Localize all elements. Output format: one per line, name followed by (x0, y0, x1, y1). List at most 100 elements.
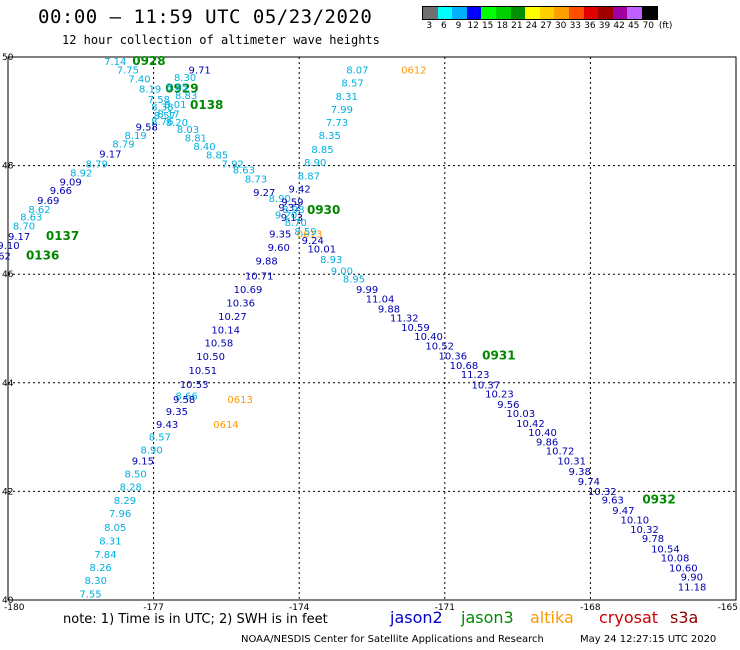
wave-height-label: 8.30 (174, 73, 196, 84)
wave-height-label: 8.57 (341, 79, 363, 90)
wave-height-label: 9.17 (8, 232, 30, 243)
wave-height-label: 7.99 (331, 105, 353, 116)
x-tick-label: -177 (143, 603, 163, 613)
satellite-legend-cryosat: cryosat (599, 608, 659, 627)
color-legend-tick: 6 (441, 21, 447, 31)
wave-height-label: 9.60 (268, 243, 290, 254)
wave-height-label: 8.85 (206, 151, 228, 162)
color-swatch (495, 7, 511, 19)
plot-frame (7, 56, 737, 601)
wave-height-label: 9.71 (189, 65, 211, 76)
color-swatch (583, 7, 599, 19)
wave-height-label: 9.17 (99, 150, 121, 161)
timestamp: May 24 12:27:15 UTC 2020 (580, 634, 717, 645)
wave-height-label: 10.58 (205, 339, 234, 350)
wave-height-label: 10.54 (651, 544, 680, 555)
wave-height-label: 8.30 (85, 576, 107, 587)
wave-height-label: 10.59 (401, 323, 430, 334)
color-swatch (568, 7, 584, 19)
y-tick-label: 40 (2, 596, 14, 606)
color-swatch (641, 7, 657, 19)
color-legend-tick: 18 (496, 21, 509, 31)
pass-time-label: 0929 (165, 81, 198, 95)
wave-height-label: 9.69 (37, 196, 59, 207)
wave-height-label: 10.14 (211, 326, 240, 337)
y-tick-label: 50 (2, 53, 14, 63)
wave-height-label: 8.57 (154, 111, 176, 122)
y-tick-label: 42 (2, 487, 13, 497)
color-swatch (510, 7, 526, 19)
color-legend-tick: 33 (569, 21, 582, 31)
color-legend-tick: 27 (540, 21, 552, 31)
wave-height-label: 7.92 (222, 159, 244, 170)
color-swatch (627, 7, 642, 19)
color-legend-ticks: 3 6 9 12 15 18 21 24 27 30 33 36 39 42 45 70 (ft) (422, 20, 672, 34)
satellite-legend-altika: altika (530, 608, 574, 627)
wave-height-label: 7.96 (109, 509, 131, 520)
wave-height-label: 10.40 (414, 332, 443, 343)
satellite-legend-jason2: jason2 (390, 608, 443, 627)
color-swatch (612, 7, 628, 19)
wave-height-label: 10.23 (485, 390, 514, 401)
wave-height-label: 10.52 (425, 341, 454, 352)
color-legend-tick: 15 (481, 21, 494, 31)
wave-height-label: 8.93 (320, 255, 342, 266)
wave-height-label: 8.38 (151, 102, 173, 113)
wave-height-label: 8.87 (298, 171, 320, 182)
wave-height-label: 10.71 (245, 271, 274, 282)
wave-height-label: 8.19 (124, 131, 146, 142)
color-swatch (466, 7, 482, 19)
wave-height-label: 9.10 (0, 241, 20, 252)
color-swatch (598, 7, 613, 19)
wave-height-label: 10.01 (307, 245, 336, 256)
wave-height-label: 9.59 (281, 197, 303, 208)
wave-height-label: 8.90 (269, 194, 291, 205)
wave-height-label: 8.31 (336, 92, 358, 103)
wave-height-label: 9.88 (378, 304, 400, 315)
footnote: note: 1) Time is in UTC; 2) SWH is in fe… (63, 612, 328, 627)
wave-height-label: 10.08 (661, 554, 690, 565)
wave-height-label: 7.40 (128, 75, 150, 86)
wave-height-label: 8.81 (185, 133, 207, 144)
wave-height-label: 8.20 (166, 118, 188, 129)
color-swatch (481, 7, 496, 19)
wave-height-label: 8.57 (149, 433, 171, 444)
pass-time-label: 0138 (190, 98, 223, 112)
wave-height-label: 11.18 (678, 582, 707, 593)
wave-height-label: 10.60 (669, 563, 698, 574)
x-tick-label: -168 (580, 603, 601, 613)
wave-height-label: 10.10 (620, 516, 649, 527)
wave-height-label: 7.58 (148, 95, 170, 106)
credit-line: NOAA/NESDIS Center for Satellite Applica… (241, 634, 544, 645)
wave-height-label: 11.32 (390, 314, 419, 325)
wave-height-label: 8.85 (166, 82, 188, 93)
wave-height-label: 9.90 (681, 573, 703, 584)
wave-height-label: 8.40 (193, 142, 215, 153)
wave-height-label: 7.84 (94, 550, 116, 561)
wave-height-label: 0613 (227, 395, 252, 406)
wave-height-label: 11.23 (461, 370, 490, 381)
y-tick-label: 48 (2, 162, 14, 172)
wave-height-label: 9.66 (50, 186, 72, 197)
wave-height-label: 11.04 (366, 295, 395, 306)
color-legend: 3 6 9 12 15 18 21 24 27 30 33 36 39 42 45 70 (ft) (422, 6, 672, 34)
wave-height-label: 8.90 (140, 446, 162, 457)
color-legend-swatches (422, 6, 658, 20)
wave-height-label: 8.92 (70, 169, 92, 180)
wave-height-label: 7.75 (117, 65, 139, 76)
wave-height-label: 8.28 (120, 483, 142, 494)
color-swatch (539, 7, 555, 19)
wave-height-label: 8.79 (86, 159, 108, 170)
wave-height-label: 8.31 (99, 536, 121, 547)
wave-height-label: 8.70 (13, 221, 35, 232)
wave-height-label: 8.90 (304, 158, 326, 169)
wave-height-label: 8.17 (157, 109, 179, 120)
pass-time-label: 0930 (307, 203, 340, 217)
wave-height-label: 8.59 (294, 227, 316, 238)
wave-height-label: 10.37 (471, 380, 500, 391)
color-swatch (423, 7, 438, 19)
wave-height-label: 8.26 (90, 563, 112, 574)
wave-height-label: 9.09 (59, 177, 81, 188)
wave-height-label: 8.70 (285, 218, 307, 229)
pass-time-label: 0137 (46, 229, 79, 243)
